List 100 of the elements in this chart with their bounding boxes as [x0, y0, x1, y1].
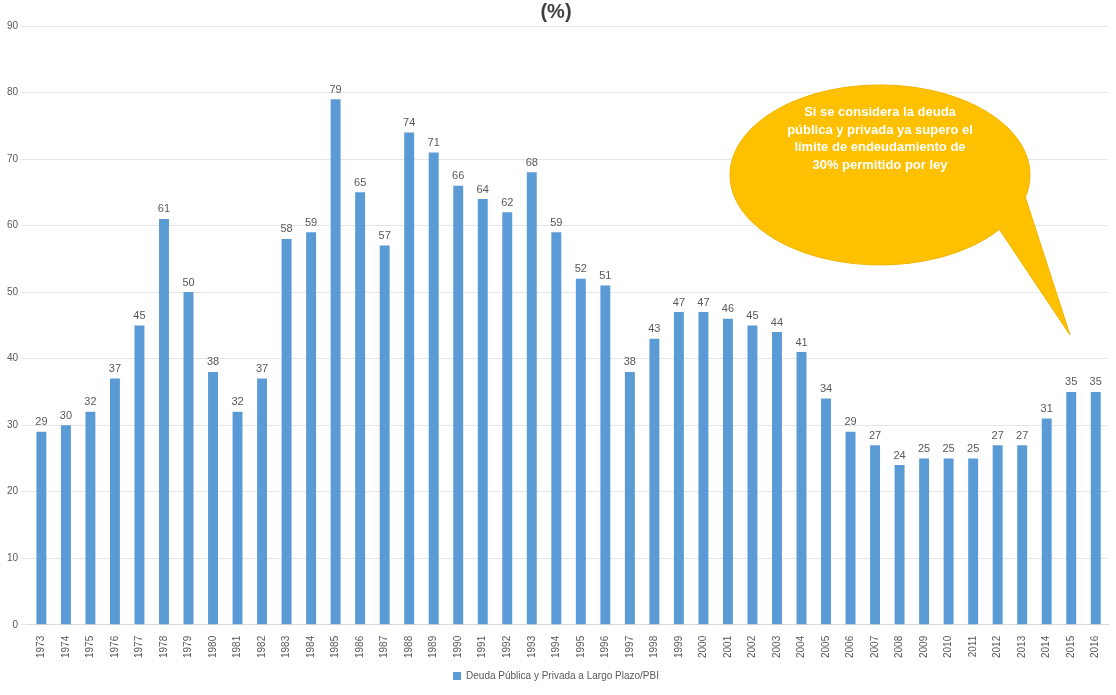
bar: [257, 378, 268, 625]
bar: [722, 318, 733, 625]
bar: [747, 325, 758, 625]
data-label: 31: [1040, 402, 1053, 415]
data-label: 27: [991, 428, 1004, 441]
data-label: 41: [795, 335, 808, 348]
x-tick-label: 1975: [84, 635, 96, 658]
x-tick-label: 1990: [451, 635, 463, 658]
data-label: 27: [1016, 428, 1029, 441]
bar: [306, 232, 317, 625]
bar: [159, 218, 169, 625]
data-label: 45: [746, 308, 759, 321]
bar: [600, 285, 611, 625]
x-tick-label: 1998: [648, 635, 660, 658]
x-tick-label: 2001: [721, 635, 733, 658]
data-label: 58: [280, 222, 293, 235]
legend-label: Deuda Pública y Privada a Largo Plazo/PBI: [466, 669, 659, 681]
data-label: 27: [868, 428, 882, 441]
bar: [968, 458, 979, 625]
data-label: 50: [182, 275, 195, 288]
data-label: 30: [59, 408, 73, 421]
data-label: 29: [35, 415, 48, 428]
x-tick-label: 2014: [1040, 635, 1052, 658]
y-tick-label: 40: [7, 352, 19, 364]
data-label: 35: [1065, 375, 1078, 388]
x-tick-label: 2011: [966, 635, 978, 658]
x-tick-label: 1978: [157, 635, 169, 658]
x-tick-label: 1987: [378, 635, 390, 658]
x-tick-label: 1979: [182, 635, 194, 658]
data-label: 65: [354, 175, 367, 188]
data-label: 46: [721, 302, 735, 315]
data-label: 25: [942, 441, 955, 454]
x-tick-label: 1982: [255, 635, 267, 658]
x-tick-label: 1980: [206, 635, 218, 658]
data-label: 61: [157, 202, 171, 215]
data-label: 35: [1089, 375, 1102, 388]
y-tick-label: 80: [7, 86, 19, 98]
x-tick-label: 2009: [917, 635, 929, 658]
bar: [109, 378, 120, 625]
x-tick-label: 2006: [844, 635, 856, 658]
y-tick-label: 50: [7, 285, 19, 297]
x-tick-label: 2005: [819, 635, 831, 658]
data-label: 52: [574, 262, 587, 275]
bar: [845, 431, 856, 625]
data-label: 43: [648, 322, 661, 335]
data-label: 59: [304, 215, 318, 228]
x-tick-label: 1994: [550, 635, 562, 658]
bar: [551, 232, 562, 625]
data-label: 38: [623, 355, 636, 368]
x-tick-label: 2002: [746, 635, 758, 658]
data-label: 32: [84, 395, 97, 408]
x-tick-label: 2012: [991, 635, 1003, 658]
bar: [1090, 391, 1101, 625]
y-tick-label: 0: [12, 618, 19, 630]
x-tick-label: 2007: [868, 635, 880, 658]
bar: [1066, 391, 1077, 625]
bar: [992, 445, 1003, 625]
data-label: 25: [917, 441, 931, 454]
x-tick-label: 2003: [770, 635, 782, 658]
data-label: 45: [133, 308, 146, 321]
bar: [208, 371, 218, 625]
bar: [232, 411, 243, 625]
y-tick-label: 30: [7, 418, 19, 430]
bar: [943, 458, 954, 625]
data-label: 24: [893, 448, 906, 461]
data-label: 71: [427, 135, 440, 148]
data-label: 34: [819, 382, 833, 395]
x-tick-label: 2016: [1089, 635, 1101, 658]
bar: [919, 458, 930, 625]
x-tick-label: 1977: [133, 635, 145, 658]
data-label: 68: [525, 155, 538, 168]
bar: [85, 411, 96, 625]
x-tick-label: 2015: [1064, 635, 1076, 658]
x-tick-label: 1989: [427, 635, 439, 658]
bar: [1041, 418, 1052, 625]
x-tick-label: 1973: [35, 635, 47, 658]
bar: [134, 325, 145, 625]
bar: [477, 198, 488, 625]
data-label: 57: [378, 229, 391, 242]
bar: [1017, 445, 1028, 625]
bar: [453, 185, 464, 625]
y-tick-label: 90: [7, 19, 19, 31]
data-label: 44: [770, 315, 784, 328]
bar: [698, 312, 709, 625]
bar: [281, 238, 292, 625]
bar: [575, 278, 586, 625]
y-tick-label: 70: [7, 152, 19, 164]
data-label: 62: [501, 195, 514, 208]
data-label: 47: [697, 295, 710, 308]
data-label: 47: [672, 295, 686, 308]
x-tick-label: 1997: [623, 635, 635, 658]
x-tick-label: 1984: [304, 635, 316, 658]
bar: [894, 465, 905, 625]
bar: [796, 351, 807, 625]
data-label: 79: [329, 82, 342, 95]
bar: [36, 431, 47, 625]
x-tick-label: 2008: [893, 635, 905, 658]
annotation: Si se considera la deuda pública y privada ya supero el límite de endeudamiento de 30% permitido por ley: [786, 103, 974, 174]
data-label: 37: [255, 362, 269, 375]
x-tick-label: 2000: [697, 635, 709, 658]
